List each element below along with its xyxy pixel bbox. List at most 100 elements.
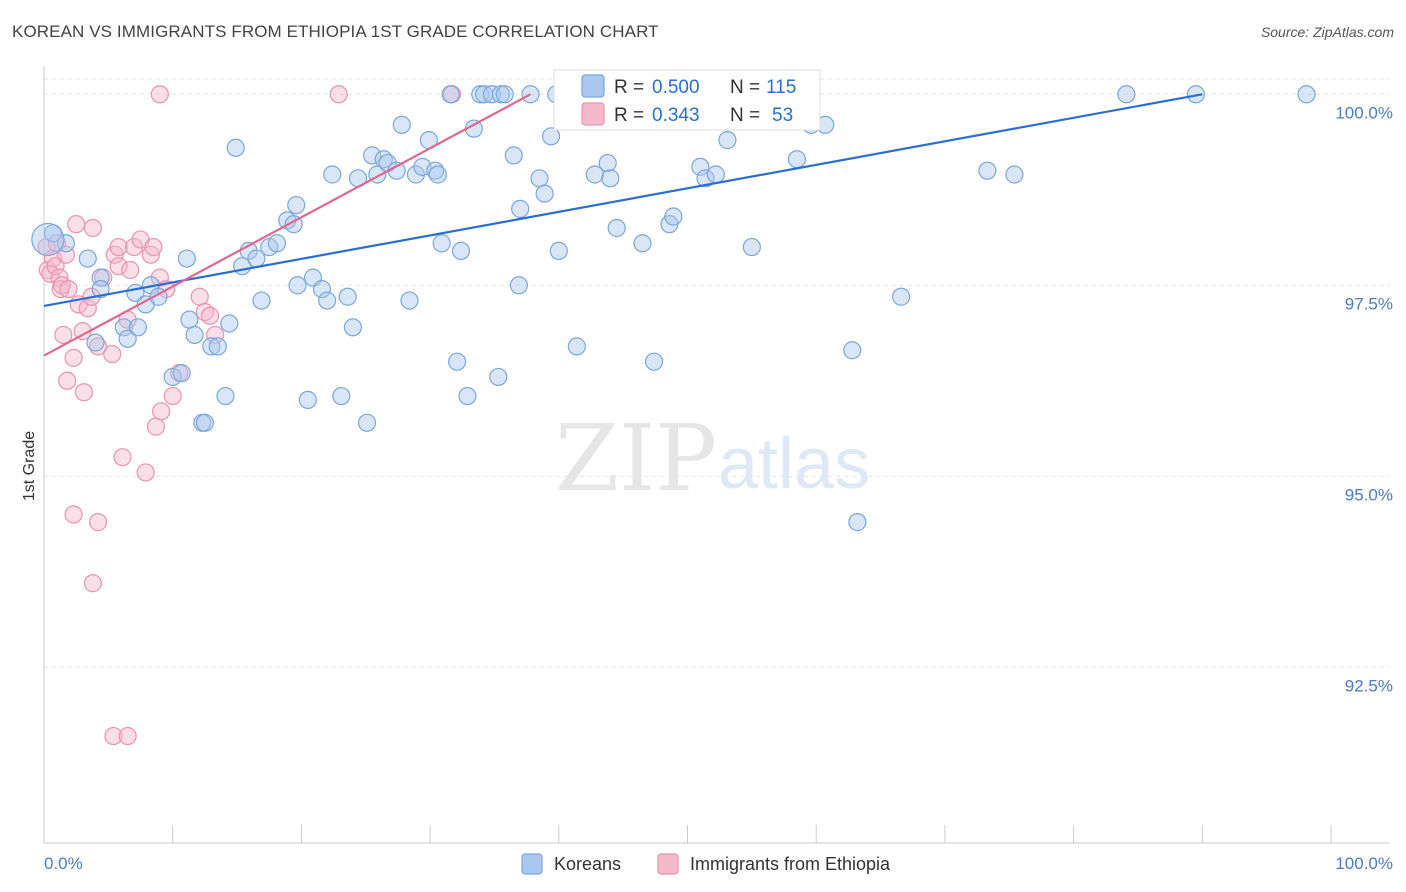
korean-point [509, 276, 529, 295]
ethiopia-point [58, 371, 77, 390]
korean-point [332, 386, 351, 406]
korean-point [318, 291, 337, 310]
ethiopia-point [144, 237, 163, 257]
ethiopia-point [121, 260, 140, 280]
y-tick-label-0: 92.5% [1345, 676, 1393, 695]
korean-point [1117, 85, 1136, 104]
korean-point [432, 234, 451, 253]
korean-point [180, 310, 199, 329]
korean-point [742, 237, 761, 257]
korean-point [288, 276, 307, 295]
korean-point [633, 234, 652, 253]
korean-point [252, 291, 271, 310]
korean-point [172, 364, 191, 383]
ethiopia-point [190, 287, 209, 306]
ethiopia-point [329, 85, 348, 104]
ethiopia-trend-line [43, 93, 532, 357]
korean-point [400, 291, 419, 310]
korean-point [696, 169, 715, 188]
legend-swatch-koreans [581, 74, 605, 98]
y-tick-label-2: 97.5% [1345, 294, 1393, 313]
ethiopia-point [109, 257, 128, 276]
korean-point [392, 115, 411, 134]
korean-point [338, 287, 357, 306]
korean-point [177, 249, 196, 268]
korean-point [312, 280, 332, 299]
korean-point [406, 165, 426, 184]
legend-r-label-1: R = [614, 77, 644, 98]
legend-r-value-2: 0.343 [652, 105, 700, 126]
korean-point [208, 337, 227, 356]
korean-point [163, 367, 182, 387]
korean-point [86, 333, 105, 352]
korean-point [718, 131, 737, 150]
ethiopia-point [46, 257, 65, 276]
ethiopia-point [150, 85, 169, 104]
ethiopia-point [206, 325, 225, 345]
x-tick-label-1: 100.0% [1335, 854, 1393, 873]
korean-point [428, 165, 447, 184]
korean-point [357, 413, 377, 432]
korean-point [706, 165, 725, 184]
ethiopia-point [124, 237, 144, 257]
korean-point [843, 341, 862, 360]
korean-point [541, 127, 561, 146]
korean-point [448, 352, 467, 371]
korean-point [441, 85, 460, 104]
ethiopia-point [146, 417, 166, 436]
legend-swatch-ethiopia [581, 102, 605, 126]
korean-point [114, 318, 133, 337]
korean-point [691, 157, 710, 176]
bottom-legend-swatch-ethiopia [657, 853, 679, 875]
legend-n-label-2: N = [730, 105, 760, 126]
y-tick-label-3: 100.0% [1335, 103, 1393, 122]
korean-point [664, 207, 683, 226]
korean-point [323, 165, 342, 184]
korean-point [601, 169, 620, 188]
koreans-trend-line [43, 93, 1203, 307]
legend-n-label-1: N = [730, 77, 760, 98]
korean-point [185, 325, 204, 345]
ethiopia-point [64, 348, 83, 367]
korean-point [489, 367, 508, 387]
legend-r-value-1: 0.500 [652, 77, 700, 98]
source-credit: Source: ZipAtlas.com [1260, 24, 1394, 40]
ethiopia-point [64, 505, 83, 524]
korean-point [287, 195, 306, 215]
korean-point [202, 337, 221, 356]
legend: R = 0.500 N = 115 R = 0.343 N = 53 [553, 69, 821, 131]
series-ethiopia-points [37, 85, 462, 746]
ethiopia-point [67, 215, 86, 234]
korean-point [343, 318, 362, 337]
korean-point [978, 161, 997, 180]
bottom-legend: Koreans Immigrants from Ethiopia [521, 853, 891, 875]
bottom-legend-swatch-koreans [521, 853, 543, 875]
axes [43, 66, 1390, 844]
ethiopia-point [113, 448, 132, 467]
x-tick-labels: 0.0% 100.0% [44, 854, 1393, 873]
ethiopia-point [78, 299, 97, 318]
y-axis-label: 1st Grade [21, 431, 38, 501]
korean-point [91, 280, 110, 299]
korean-point [128, 318, 148, 337]
korean-point [78, 249, 97, 268]
y-tick-labels: 92.5% 95.0% 97.5% 100.0% [1335, 103, 1393, 695]
korean-point [567, 337, 586, 356]
korean-point [195, 413, 214, 432]
korean-point [451, 241, 471, 260]
korean-point [363, 146, 382, 165]
korean-point [491, 85, 510, 104]
korean-point [267, 234, 287, 253]
ethiopia-point [59, 280, 78, 299]
korean-point [848, 513, 867, 532]
korean-point [549, 241, 568, 260]
x-tick-label-0: 0.0% [44, 854, 83, 873]
y-tick-label-1: 95.0% [1345, 485, 1393, 504]
ethiopia-point [152, 402, 171, 421]
ethiopia-point [104, 726, 123, 746]
watermark-zip: ZIP [555, 405, 717, 512]
korean-point [387, 161, 406, 180]
ethiopia-point [200, 306, 220, 325]
korean-point [598, 153, 617, 173]
